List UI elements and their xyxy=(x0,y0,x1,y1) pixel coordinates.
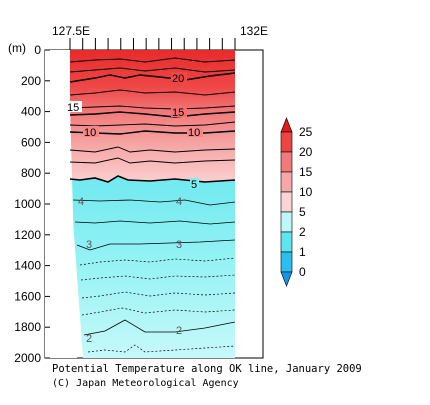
contour-label-4-right: 4 xyxy=(176,196,182,208)
colorbar-segment xyxy=(280,211,293,233)
contour-label-15-left: 15 xyxy=(67,102,79,114)
x-tick-label-east: 132E xyxy=(240,24,268,38)
colorbar-label-15: 15 xyxy=(299,165,313,179)
colorbar-label-10: 10 xyxy=(299,185,313,199)
y-tick-label-600: 600 xyxy=(21,135,41,149)
y-tick-label-2000: 2000 xyxy=(14,351,41,365)
contour-line-7 xyxy=(69,157,236,164)
contour-line-1.8 xyxy=(87,344,236,353)
credit-text: (C) Japan Meteorological Agency xyxy=(52,378,239,389)
contour-line-3 xyxy=(76,239,236,251)
contour-label-15-right: 15 xyxy=(172,107,184,119)
chart-title: Potential Temperature along OK line, Jan… xyxy=(52,363,362,375)
contour-label-10-right: 10 xyxy=(188,127,200,139)
contour-line-16 xyxy=(69,105,236,110)
cold-section xyxy=(70,176,235,358)
contour-line-15 xyxy=(69,111,236,118)
colorbar-segment xyxy=(280,131,293,153)
contour-line-2.4 xyxy=(81,291,236,299)
contour-label-2-left: 2 xyxy=(86,333,92,345)
contour-line-3.5 xyxy=(74,220,236,225)
colorbar-label-0: 0 xyxy=(299,265,306,279)
colorbar-bottom-arrow xyxy=(280,271,293,287)
contour-label-20: 20 xyxy=(172,73,184,85)
y-axis: 0 200 400 600 800 1000 1200 1400 1600 1800 2000 xyxy=(14,43,50,365)
y-tick-label-1600: 1600 xyxy=(14,289,41,303)
contour-line-18 xyxy=(69,89,236,96)
contour-line-2.6 xyxy=(80,274,236,281)
contour-line-22 xyxy=(69,67,236,73)
x-tick-label-west: 127.5E xyxy=(52,24,90,38)
contour-label-10-left: 10 xyxy=(84,127,96,139)
colorbar-label-25: 25 xyxy=(299,125,313,139)
colorbar-label-2: 2 xyxy=(299,225,306,239)
bottom-topography xyxy=(45,50,77,358)
y-tick-label-800: 800 xyxy=(21,166,41,180)
contour-line-25 xyxy=(69,57,236,63)
colorbar-top-arrow xyxy=(280,117,293,133)
contour-line-4 xyxy=(72,199,236,206)
contour-label-3-left: 3 xyxy=(86,239,92,251)
colorbar-segment xyxy=(280,171,293,193)
y-axis-label: (m) xyxy=(8,41,26,55)
y-tick-label-1800: 1800 xyxy=(14,320,41,334)
contour-label-4-left: 4 xyxy=(78,196,84,208)
contour-line-2.2 xyxy=(81,307,236,316)
y-tick-label-0: 0 xyxy=(34,43,41,57)
contour-label-3-right: 3 xyxy=(176,239,182,251)
contour-label-2-right: 2 xyxy=(176,325,182,337)
y-tick-label-400: 400 xyxy=(21,105,41,119)
station-ticks xyxy=(69,38,236,50)
colorbar-segment xyxy=(280,251,293,273)
y-tick-label-200: 200 xyxy=(21,74,41,88)
contour-line-2 xyxy=(83,319,236,336)
contour-labels: 20 15 15 10 10 5 4 4 3 3 2 2 xyxy=(66,72,203,345)
contour-line-2.8 xyxy=(79,257,236,266)
contour-line-8 xyxy=(69,146,236,153)
colorbar-label-1: 1 xyxy=(299,245,306,259)
colorbar-segment xyxy=(280,151,293,173)
warm-section xyxy=(70,50,235,183)
y-tick-label-1000: 1000 xyxy=(14,197,41,211)
colorbar-label-5: 5 xyxy=(299,205,306,219)
y-tick-label-1200: 1200 xyxy=(14,228,41,242)
colorbar-segment xyxy=(280,191,293,213)
contour-label-5: 5 xyxy=(191,179,197,191)
colorbar-segment xyxy=(280,231,293,253)
colorbar-label-20: 20 xyxy=(299,145,313,159)
y-tick-label-1400: 1400 xyxy=(14,259,41,273)
contour-line-20 xyxy=(69,72,236,83)
